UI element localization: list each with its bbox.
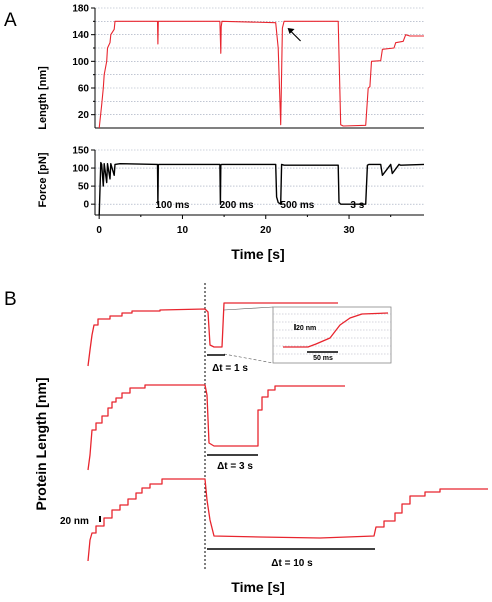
time-axis-label-b: Time [s]	[231, 579, 284, 595]
dt-label-3: Δt = 10 s	[271, 558, 313, 569]
length-y-axis-label: Length [nm]	[37, 66, 49, 130]
inset-scale-y-label: 20 nm	[296, 325, 316, 332]
y-tick-label: 180	[72, 4, 89, 15]
trace-3	[87, 478, 488, 562]
pulse-duration-label: 500 ms	[280, 200, 314, 211]
protein-length-plot	[87, 283, 488, 570]
y-tick-label: 60	[78, 84, 90, 95]
trace-1	[87, 302, 338, 367]
inset-trace	[283, 312, 389, 348]
pulse-duration-label: 3 s	[350, 200, 364, 211]
y-tick-label: 0	[83, 200, 89, 211]
dt-label-2: Δt = 3 s	[217, 461, 253, 472]
x-tick-label: 10	[177, 225, 189, 236]
trace-2	[87, 384, 345, 471]
force-y-axis-label: Force [pN]	[37, 152, 49, 207]
x-tick-label: 0	[96, 225, 102, 236]
y-tick-label: 20	[78, 110, 90, 121]
inset-connector-top	[223, 306, 274, 311]
pulse-duration-label: 100 ms	[155, 200, 189, 211]
panel-label-b: B	[4, 289, 17, 310]
y-tick-label: 140	[72, 30, 89, 41]
y-tick-label: 50	[78, 182, 90, 193]
panel-label-a: A	[4, 10, 17, 31]
force-plot: 0 50 100 150 0 10 20 30 100 ms 200 ms 500 ms 3 s	[72, 146, 425, 236]
x-tick-label: 30	[343, 225, 355, 236]
length-plot: 20 60 100 140 180	[72, 4, 424, 129]
y-tick-label: 100	[72, 57, 89, 68]
arrow-head	[287, 28, 295, 34]
force-trace	[98, 161, 425, 216]
y-tick-label: 150	[72, 146, 89, 157]
pulse-duration-label: 200 ms	[220, 200, 254, 211]
inset-connector-bottom	[223, 353, 274, 364]
inset-scale-x-label: 50 ms	[313, 355, 333, 362]
protein-length-y-axis-label: Protein Length [nm]	[33, 378, 49, 511]
x-tick-label: 20	[260, 225, 272, 236]
y-tick-label: 100	[72, 164, 89, 175]
length-trace	[98, 20, 424, 129]
time-axis-label-a: Time [s]	[231, 246, 284, 262]
scale-bar-label: 20 nm	[60, 516, 89, 527]
dt-label-1: Δt = 1 s	[212, 363, 248, 374]
